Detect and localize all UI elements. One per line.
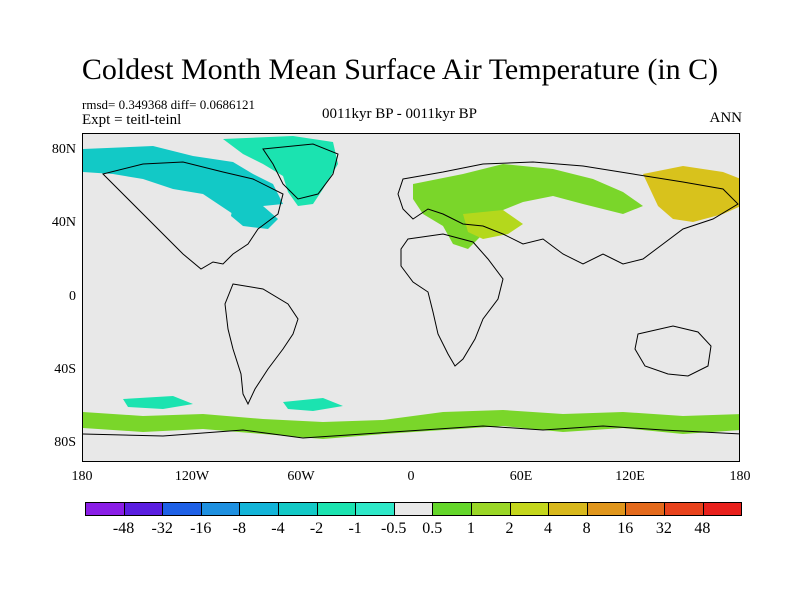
colorbar-label: 32 <box>655 520 672 537</box>
colorbar-box <box>663 502 704 516</box>
chart-title: Coldest Month Mean Surface Air Temperatu… <box>81 53 719 86</box>
coastline-eurasia <box>397 161 739 265</box>
lat-label-0: 0 <box>69 289 76 304</box>
colorbar-box <box>277 502 318 516</box>
coastline-antarctica <box>83 425 739 439</box>
rmsd-diff-text: rmsd= 0.349368 diff= 0.0686121 <box>82 97 255 112</box>
lon-label-60e: 60E <box>509 469 533 484</box>
coastline-greenland <box>262 143 339 200</box>
experiment-text: Expt = teitl-teinl <box>82 112 182 128</box>
colorbar-box <box>239 502 279 516</box>
colorbar-label: 0.5 <box>422 520 443 537</box>
colorbar-labels: -48 -32 -16 -8 -4 -2 -1 -0.5 0.5 1 2 4 8 16 32 48 <box>0 520 800 540</box>
colorbar-box <box>85 502 125 516</box>
colorbar-box <box>470 502 511 516</box>
coastline-south-america <box>224 283 299 406</box>
colorbar-label: 48 <box>694 520 711 537</box>
lon-label-60w: 60W <box>287 469 315 484</box>
coastline-africa <box>400 233 504 367</box>
region-antarctic-coast <box>83 410 739 439</box>
colorbar-label: -16 <box>190 520 212 537</box>
season-text: ANN <box>709 110 743 126</box>
map-frame <box>82 133 740 462</box>
region-southern-ocean <box>123 396 343 411</box>
lon-label-0: 0 <box>407 469 415 484</box>
colorbar-box <box>200 502 241 516</box>
colorbar-box <box>393 502 434 516</box>
lat-label-40s: 40S <box>54 362 76 377</box>
colorbar-label: 4 <box>544 520 553 537</box>
colorbar-label: 2 <box>505 520 514 537</box>
lon-label-180e: 180 <box>729 469 751 484</box>
colorbar-label: 16 <box>617 520 634 537</box>
colorbar-box <box>509 502 550 516</box>
colorbar-label: 1 <box>466 520 475 537</box>
colorbar-label: -2 <box>309 520 324 537</box>
colorbar-box <box>548 502 588 516</box>
coastlines <box>83 143 739 439</box>
lon-label-120e: 120E <box>615 469 645 484</box>
colorbar-box <box>162 502 202 516</box>
colorbar-label: -8 <box>232 520 246 537</box>
lat-label-80s: 80S <box>54 435 76 450</box>
colorbar-label: -0.5 <box>381 520 407 537</box>
colorbar-label: -4 <box>271 520 285 537</box>
colorbar-box <box>355 502 395 516</box>
colorbar-label: -1 <box>348 520 362 537</box>
colorbar <box>85 502 743 516</box>
lon-label-120w: 120W <box>174 469 210 484</box>
coastline-north-america <box>102 161 284 270</box>
colorbar-box <box>702 502 743 516</box>
colorbar-label: -48 <box>112 520 135 537</box>
lon-label-180w: 180 <box>71 469 93 484</box>
coastline-australia <box>634 325 712 377</box>
lat-label-80n: 80N <box>51 142 76 157</box>
period-text: 0011kyr BP - 0011kyr BP <box>322 106 478 122</box>
colorbar-label: -32 <box>151 520 173 537</box>
world-map <box>83 134 739 461</box>
colorbar-box <box>316 502 357 516</box>
colorbar-box <box>586 502 627 516</box>
colorbar-box <box>123 502 164 516</box>
region-central-asia <box>463 210 523 239</box>
colorbar-box <box>625 502 665 516</box>
region-greenland <box>223 136 338 206</box>
colorbar-box <box>432 502 472 516</box>
region-far-east <box>643 166 739 222</box>
lat-label-40n: 40N <box>51 215 76 230</box>
region-arctic-canada <box>83 146 283 219</box>
colorbar-label: 8 <box>582 520 591 537</box>
